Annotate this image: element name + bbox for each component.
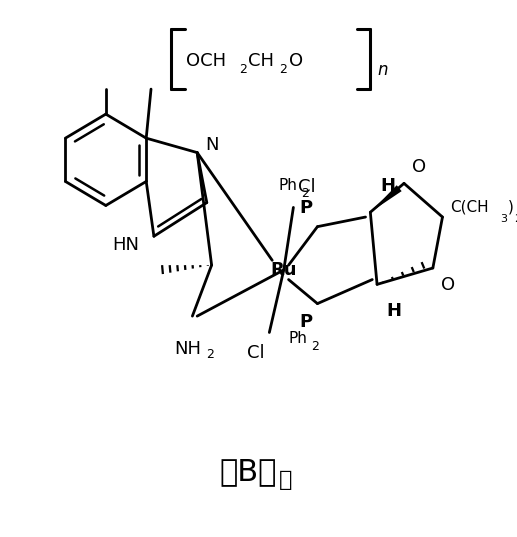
Text: C(CH: C(CH [450, 200, 489, 215]
Text: CH: CH [248, 52, 274, 70]
Text: Ph: Ph [279, 178, 298, 193]
Text: （B）: （B） [220, 458, 277, 487]
Text: 2: 2 [206, 348, 214, 361]
Text: H: H [380, 177, 395, 195]
Text: n: n [377, 61, 388, 79]
Text: 2: 2 [301, 187, 309, 200]
Text: 2: 2 [514, 214, 517, 224]
Text: Ru: Ru [270, 261, 297, 279]
Text: O: O [412, 158, 426, 176]
Text: ): ) [508, 200, 514, 215]
Text: O: O [440, 275, 454, 294]
Text: Ph: Ph [288, 331, 308, 345]
Text: 2: 2 [311, 340, 318, 353]
Text: NH: NH [174, 340, 201, 358]
Text: 3: 3 [500, 214, 507, 224]
Text: 2: 2 [279, 63, 287, 76]
Text: 2: 2 [239, 63, 248, 76]
Text: P: P [299, 313, 313, 331]
Text: P: P [299, 199, 313, 217]
Text: Cl: Cl [247, 344, 265, 362]
Text: Cl: Cl [298, 178, 316, 196]
Text: OCH: OCH [186, 52, 226, 70]
Text: 。: 。 [279, 470, 292, 490]
Text: N: N [205, 136, 218, 154]
Text: H: H [387, 302, 402, 320]
Text: HN: HN [113, 236, 140, 254]
Polygon shape [370, 185, 402, 212]
Text: O: O [288, 52, 302, 70]
